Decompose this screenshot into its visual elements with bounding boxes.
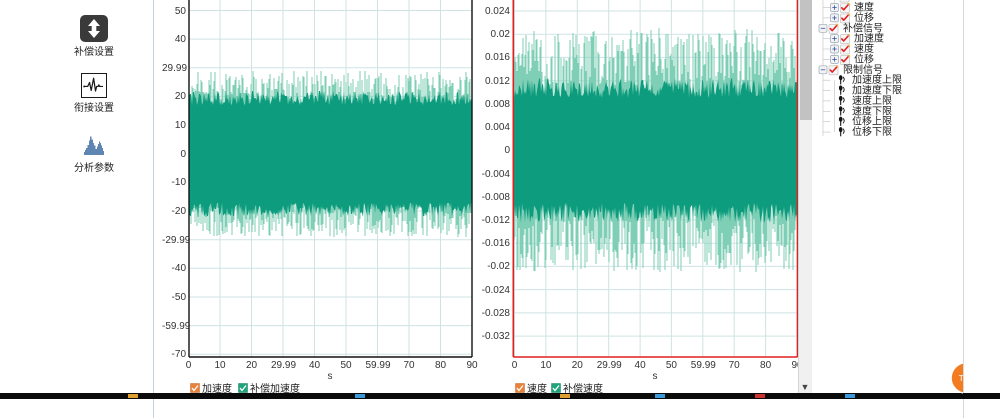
svg-text:速度下限: 速度下限 (852, 104, 892, 117)
svg-text:位移上限: 位移上限 (852, 115, 892, 128)
svg-text:加速度下限: 加速度下限 (852, 84, 902, 97)
svg-text:加速度: 加速度 (854, 32, 884, 45)
svg-text:位移下限: 位移下限 (852, 125, 892, 138)
svg-text:速度上限: 速度上限 (852, 94, 892, 107)
svg-text:位移: 位移 (854, 52, 874, 65)
svg-text:加速度上限: 加速度上限 (852, 73, 902, 86)
svg-text:位移: 位移 (854, 11, 874, 24)
svg-text:补偿信号: 补偿信号 (843, 21, 883, 34)
svg-text:速度: 速度 (854, 42, 874, 55)
svg-text:限制信号: 限制信号 (843, 63, 883, 76)
svg-text:速度: 速度 (854, 1, 874, 14)
